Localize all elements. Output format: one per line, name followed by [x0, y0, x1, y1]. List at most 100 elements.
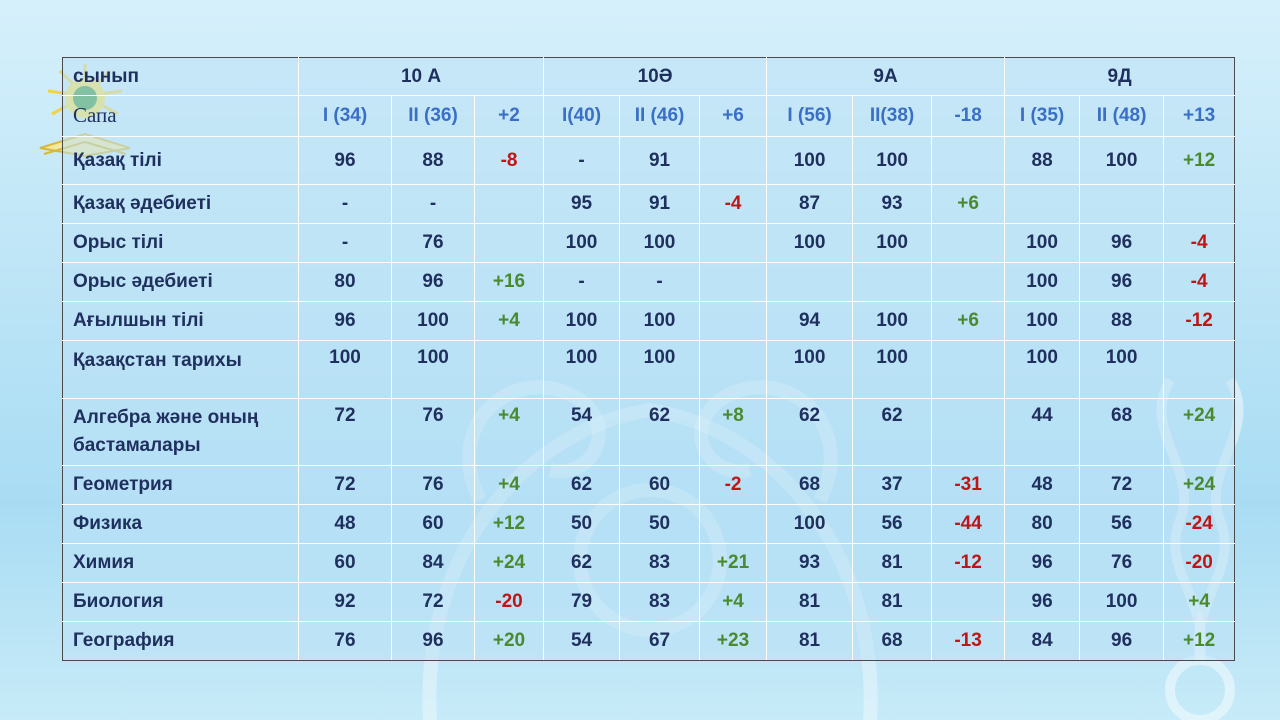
grade-cell: 100 [619, 223, 701, 263]
grade-cell: +4 [1163, 582, 1236, 622]
grade-cell [699, 223, 768, 263]
grade-cell: -12 [1163, 301, 1236, 341]
term-header: I(40) [543, 95, 621, 137]
grade-cell: 80 [298, 262, 392, 302]
grade-cell: 100 [543, 340, 621, 399]
grade-cell: +4 [699, 582, 768, 622]
table-row: Геометрия 72 76 +4 62 60 -2 68 37 -31 48 72 +24 [62, 465, 1236, 505]
grade-cell: 76 [298, 621, 392, 661]
grade-cell: +24 [1163, 465, 1236, 505]
grade-cell: - [543, 136, 621, 185]
grade-cell: 56 [852, 504, 933, 544]
term-header: +13 [1163, 95, 1236, 137]
grade-cell: 100 [1079, 340, 1165, 399]
table-row: Орыс тілі -76 100 100 100 100 100 96 -4 [62, 223, 1236, 263]
grade-cell: 100 [619, 301, 701, 341]
grade-cell [473, 223, 545, 263]
grade-cell: 83 [619, 582, 701, 622]
grade-cell: +6 [931, 301, 1006, 341]
term-header-row: Сапа I (34) II (36) +2 I(40) II (46) +6 I (56)… [62, 95, 1236, 137]
corner-quality-label: Сапа [62, 95, 299, 137]
grade-cell: 100 [619, 340, 701, 399]
grade-cell [931, 223, 1006, 263]
grade-cell: 96 [1079, 621, 1165, 661]
grade-cell [699, 136, 768, 185]
grade-cell: 48 [298, 504, 392, 544]
grade-cell: 83 [619, 543, 701, 583]
grade-cell: 81 [852, 543, 933, 583]
grade-cell: 72 [1079, 465, 1165, 505]
grade-cell: 84 [1004, 621, 1081, 661]
table-row: Ағылшын тілі 96 100 +4 100 100 94 100 +6 100 88 -12 [62, 301, 1236, 341]
subject-name: Физика [62, 504, 299, 544]
grade-cell: 100 [852, 223, 933, 263]
grade-cell: 100 [1079, 582, 1165, 622]
grade-cell: - [543, 262, 621, 302]
grade-cell: +24 [473, 543, 545, 583]
grade-cell: 68 [1079, 398, 1165, 466]
table-row: Физика 48 60 +12 50 50 100 56 -44 80 56 -24 [62, 504, 1236, 544]
grade-cell: 60 [619, 465, 701, 505]
term-header: +2 [473, 95, 545, 137]
grade-cell: 76 [391, 398, 475, 466]
grade-cell: - [298, 223, 392, 263]
grade-cell: 100 [543, 301, 621, 341]
class-header: 9Д [1004, 57, 1236, 96]
grade-cell: 60 [298, 543, 392, 583]
grade-cell: 100 [1079, 136, 1165, 185]
grade-cell: -8 [473, 136, 545, 185]
subject-name: География [62, 621, 299, 661]
grade-cell: 84 [391, 543, 475, 583]
grade-cell [1163, 184, 1236, 224]
grade-cell: 76 [391, 223, 475, 263]
grade-cell: 80 [1004, 504, 1081, 544]
grade-cell: +20 [473, 621, 545, 661]
grade-cell: +21 [699, 543, 768, 583]
grade-cell: -24 [1163, 504, 1236, 544]
grade-cell [699, 504, 768, 544]
grade-cell: 50 [619, 504, 701, 544]
term-header: +6 [699, 95, 768, 137]
grade-cell: +6 [931, 184, 1006, 224]
grade-cell [1004, 184, 1081, 224]
table-row: Қазақ тілі 96 88 -8-91 100 100 88 100 +12 [62, 136, 1236, 185]
table-row: География 76 96 +20 54 67 +23 81 68 -13 84 96 +12 [62, 621, 1236, 661]
grade-cell: 100 [1004, 301, 1081, 341]
grade-cell: 96 [1004, 582, 1081, 622]
grade-cell [852, 262, 933, 302]
grade-cell: 100 [1004, 340, 1081, 399]
grade-cell: 96 [1079, 262, 1165, 302]
grade-cell: -12 [931, 543, 1006, 583]
subject-name: Қазақстан тарихы [62, 340, 299, 399]
grade-cell: +12 [1163, 136, 1236, 185]
grade-cell: +4 [473, 465, 545, 505]
grade-cell: +12 [473, 504, 545, 544]
grade-cell: -20 [473, 582, 545, 622]
subject-name: Геометрия [62, 465, 299, 505]
grade-cell: 72 [391, 582, 475, 622]
grade-cell: 100 [766, 223, 854, 263]
grade-cell: - [391, 184, 475, 224]
grade-cell: +4 [473, 398, 545, 466]
grade-cell: +23 [699, 621, 768, 661]
grade-cell [699, 340, 768, 399]
grade-cell: +4 [473, 301, 545, 341]
grade-cell: -4 [1163, 262, 1236, 302]
grade-cell: 44 [1004, 398, 1081, 466]
class-header-row: сынып 10 А 10Ә 9А 9Д [62, 57, 1236, 96]
term-header: II (48) [1079, 95, 1165, 137]
subject-name: Ағылшын тілі [62, 301, 299, 341]
grade-cell: 67 [619, 621, 701, 661]
grade-cell [766, 262, 854, 302]
grade-cell: -13 [931, 621, 1006, 661]
grade-cell: 48 [1004, 465, 1081, 505]
grade-cell: 91 [619, 136, 701, 185]
quality-label: Сапа [73, 103, 117, 127]
grade-cell: 96 [1079, 223, 1165, 263]
table-row: Биология 92 72 -20 79 83 +4 81 81 96 100 +4 [62, 582, 1236, 622]
grade-cell [699, 301, 768, 341]
grade-cell: 72 [298, 398, 392, 466]
grade-cell: 50 [543, 504, 621, 544]
grade-cell: 96 [298, 136, 392, 185]
grade-cell: 96 [1004, 543, 1081, 583]
